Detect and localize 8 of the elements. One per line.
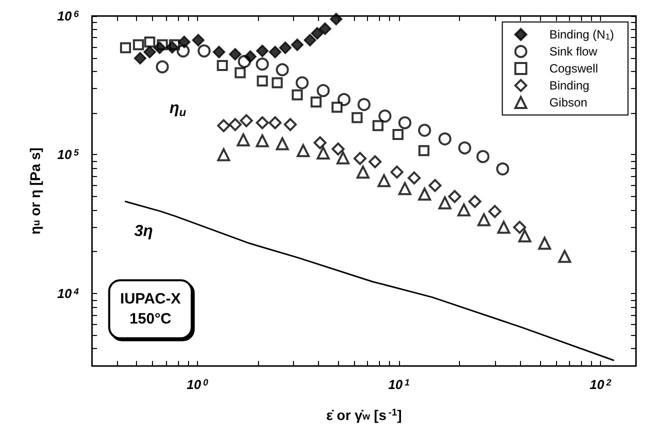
- legend-label: Binding (N1): [549, 28, 614, 42]
- legend-label: Gibson: [549, 96, 588, 110]
- legend-label: Binding: [549, 78, 590, 92]
- y-axis-title: ηu or η [Pa s]: [27, 148, 43, 234]
- series-label: 3η: [134, 223, 154, 240]
- legend-label: Cogswell: [549, 62, 598, 76]
- legend-label: Sink flow: [549, 44, 598, 58]
- annotation: IUPAC-X 150°C: [120, 290, 181, 328]
